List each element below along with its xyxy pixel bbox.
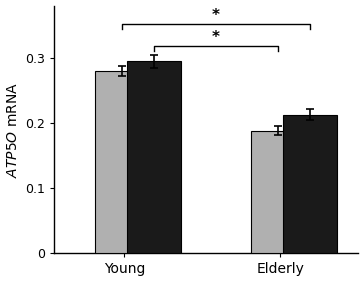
- Text: *: *: [212, 8, 220, 23]
- Bar: [95, 71, 149, 254]
- Bar: [283, 114, 337, 254]
- Text: *: *: [212, 30, 220, 45]
- Bar: [127, 61, 181, 254]
- Y-axis label: $\it{ATP5O}$ mRNA: $\it{ATP5O}$ mRNA: [5, 81, 20, 178]
- Bar: [251, 131, 305, 254]
